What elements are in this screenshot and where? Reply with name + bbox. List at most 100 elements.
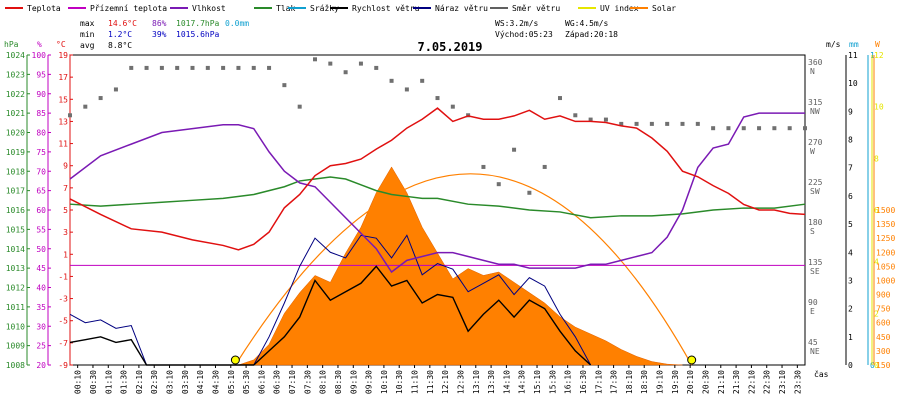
temperature-axis-tick-label: -7 (58, 339, 68, 348)
x-tick-label: 01:10 (104, 370, 113, 394)
pressure-axis-tick-label: 1016 (6, 206, 25, 215)
wind-dir-point (573, 113, 578, 118)
wind-dir-point (129, 65, 134, 70)
x-tick-label: 14:10 (502, 370, 511, 394)
uv-axis-tick-label: 12 (874, 51, 884, 60)
wind-dir-point (68, 113, 72, 118)
wind-dir-point (558, 96, 562, 101)
unit-w: W (875, 40, 880, 49)
pressure-axis-tick-label: 1010 (6, 322, 25, 331)
x-tick-label: 20:10 (686, 370, 695, 394)
solar-axis-tick-label: 450 (876, 333, 891, 342)
stats-min-temp: 1.2°C (108, 30, 132, 39)
wind-speed-axis-tick-label: 11 (848, 51, 858, 60)
uv-axis-tick-label: 2 (874, 309, 879, 318)
stats-max-press: 1017.7hPa (176, 19, 220, 28)
x-tick-label: 12:10 (441, 370, 450, 394)
wind-dir-tick-label: 270 (808, 138, 823, 147)
pressure-axis-tick-label: 1018 (6, 167, 25, 176)
solar-axis-tick-label: 300 (876, 347, 891, 356)
x-tick-label: 13:10 (472, 370, 481, 394)
wind-speed-info: WS:3.2m/s (495, 19, 539, 28)
humidity-axis-tick-label: 95 (36, 70, 46, 79)
humidity-axis-tick-label: 100 (32, 51, 47, 60)
uv-axis-tick-label: 10 (874, 103, 884, 112)
wind-speed-axis-tick-label: 6 (848, 192, 853, 201)
wind-dir-tick-label: 225 (808, 178, 823, 187)
x-tick-label: 23:10 (778, 370, 787, 394)
x-tick-label: 12:30 (456, 370, 465, 394)
x-tick-label: 19:10 (656, 370, 665, 394)
humidity-axis-tick-label: 70 (36, 167, 46, 176)
wind-dir-point (98, 96, 103, 101)
temperature-axis-tick-label: -5 (58, 317, 68, 326)
legend-label: Solar (652, 4, 676, 13)
humidity-axis-tick-label: 50 (36, 245, 46, 254)
humidity-axis-tick-label: 45 (36, 264, 46, 273)
stats-block: max 14.6°C 86% 1017.7hPa 0.0mm min 1.2°C… (80, 19, 249, 50)
humidity-axis-tick-label: 65 (36, 187, 46, 196)
x-tick-label: 13:30 (487, 370, 496, 394)
x-tick-label: 08:30 (334, 370, 343, 394)
pressure-axis-tick-label: 1012 (6, 284, 25, 293)
wind-dir-point (159, 65, 164, 70)
stats-max-hum: 86% (152, 19, 167, 28)
x-tick-label: 05:30 (242, 370, 251, 394)
wind-dir-tick-sublabel: SE (810, 267, 820, 276)
pressure-axis-tick-label: 1017 (6, 187, 25, 196)
stats-min-hum: 39% (152, 30, 167, 39)
stats-max-rain: 0.0mm (225, 19, 249, 28)
wind-dir-point (236, 65, 241, 70)
wind-dir-point (190, 65, 195, 70)
x-tick-label: 17:10 (594, 370, 603, 394)
wind-dir-tick-sublabel: E (810, 307, 815, 316)
x-tick-label: 14:30 (518, 370, 527, 394)
sun-marker (230, 355, 240, 365)
humidity-axis-tick-label: 55 (36, 225, 46, 234)
wind-dir-point (144, 65, 149, 70)
solar-axis-tick-label: 150 (876, 361, 891, 370)
humidity-axis-tick-label: 25 (36, 342, 46, 351)
wind-dir-point (481, 164, 486, 169)
unit-degc: °C (56, 40, 66, 49)
solar-axis-tick-label: 600 (876, 319, 891, 328)
legend-label: UV index (600, 4, 639, 13)
humidity-axis-tick-label: 30 (36, 322, 46, 331)
legend-label: Vlhkost (192, 4, 226, 13)
x-tick-label: 21:30 (732, 370, 741, 394)
x-tick-label: 06:10 (257, 370, 266, 394)
temperature-axis-tick-label: -1 (58, 272, 68, 281)
humidity-axis-tick-label: 85 (36, 109, 46, 118)
rain-axis-tick-label: 0 (870, 361, 875, 370)
wind-dir-point (757, 126, 762, 131)
wind-dir-tick-label: 315 (808, 98, 823, 107)
stats-min-press: 1015.6hPa (176, 30, 220, 39)
legend-label: Náraz větru (435, 4, 488, 13)
temperature-axis-tick-label: 15 (58, 95, 68, 104)
temperature-axis-tick-label: 11 (58, 140, 68, 149)
temperature-axis-tick-label: -9 (58, 361, 68, 370)
x-tick-label: 09:30 (365, 370, 374, 394)
wind-dir-point (282, 83, 287, 88)
wind-dir-tick-sublabel: SW (810, 187, 820, 196)
wind-dir-tick-label: 135 (808, 258, 823, 267)
wind-dir-tick-label: 360 (808, 58, 823, 67)
x-tick-label: 07:10 (288, 370, 297, 394)
temperature-axis-tick-label: 19 (58, 51, 68, 60)
wind-dir-point (772, 126, 777, 131)
humidity-axis-tick-label: 90 (36, 90, 46, 99)
uv-axis-tick-label: 6 (874, 206, 879, 215)
wind-dir-tick-label: 45 (808, 338, 818, 347)
wind-dir-point (328, 61, 333, 66)
pressure-axis-tick-label: 1013 (6, 264, 25, 273)
wind-dir-point (251, 65, 256, 70)
x-tick-label: 18:30 (640, 370, 649, 394)
solar-axis-tick-label: 1050 (876, 262, 895, 271)
sunset-info: Západ:20:18 (565, 30, 618, 39)
pressure-axis-tick-label: 1019 (6, 148, 25, 157)
wind-dir-tick-sublabel: N (810, 67, 815, 76)
wind-speed-axis-tick-label: 9 (848, 107, 853, 116)
wind-dir-point (389, 78, 394, 83)
temperature-axis-tick-label: 7 (63, 184, 68, 193)
wind-dir-point (787, 126, 792, 131)
